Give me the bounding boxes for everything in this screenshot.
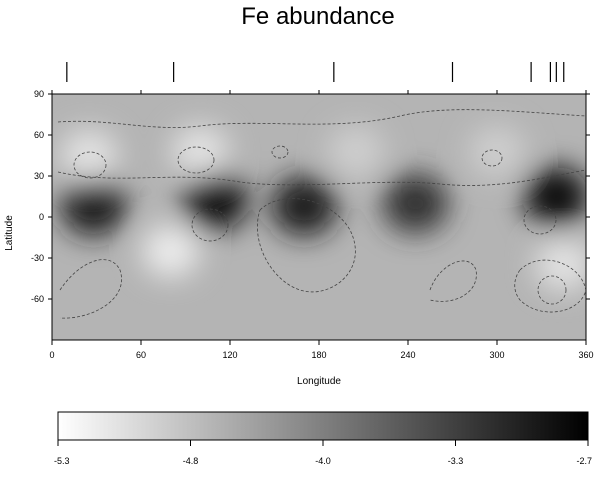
contour-line xyxy=(73,151,107,179)
y-axis-label: Latitude xyxy=(4,215,15,251)
x-tick-label: 120 xyxy=(222,350,237,360)
high-abundance-spot xyxy=(271,176,338,237)
contour-line xyxy=(57,169,586,186)
phase-marks xyxy=(66,62,565,82)
contour-line xyxy=(177,146,215,174)
x-tick-label: 240 xyxy=(400,350,415,360)
y-tick-label: -60 xyxy=(31,294,44,304)
low-abundance-spot xyxy=(60,129,118,182)
x-tick-label: 180 xyxy=(311,350,326,360)
y-tick-label: -30 xyxy=(31,253,44,263)
colorbar-tick-label: -5.3 xyxy=(54,456,70,466)
low-abundance-spot xyxy=(327,125,385,178)
contour-line xyxy=(514,259,586,313)
contour-line xyxy=(257,198,356,293)
colorbar-tick-label: -3.3 xyxy=(448,456,464,466)
x-axis: 0 60 120 180 240 300 360 xyxy=(49,90,594,360)
contour-line xyxy=(59,259,122,319)
y-tick-label: 0 xyxy=(39,212,44,222)
colorbar-tick-label: -2.7 xyxy=(576,456,592,466)
y-tick-label: 30 xyxy=(34,171,44,181)
contour-line xyxy=(537,275,567,305)
colorbar-ticks: -5.3 -4.8 -4.0 -3.3 -2.7 xyxy=(54,440,592,466)
colorbar xyxy=(57,411,589,441)
colorbar-tick-label: -4.0 xyxy=(315,456,331,466)
low-abundance-spot xyxy=(171,125,229,178)
x-tick-label: 0 xyxy=(49,350,54,360)
high-abundance-spot xyxy=(382,173,449,234)
contour-line xyxy=(57,109,586,128)
high-abundance-spot xyxy=(60,176,127,237)
x-tick-label: 300 xyxy=(489,350,504,360)
chart-title: Fe abundance xyxy=(241,3,394,30)
contour-line xyxy=(191,208,229,242)
contour-line xyxy=(271,145,289,159)
y-tick-label: 60 xyxy=(34,130,44,140)
x-tick-label: 360 xyxy=(578,350,593,360)
abundance-map xyxy=(52,94,586,340)
contour-line xyxy=(481,149,503,167)
high-abundance-spot xyxy=(523,166,586,227)
contour-line xyxy=(429,260,477,302)
x-tick-label: 60 xyxy=(136,350,146,360)
low-abundance-spot xyxy=(142,225,200,278)
high-abundance-spot xyxy=(182,170,249,231)
contour-line xyxy=(523,205,557,235)
x-axis-label: Longitude xyxy=(297,376,341,387)
y-axis: 90 60 30 0 -30 -60 xyxy=(31,89,590,304)
colorbar-tick-label: -4.8 xyxy=(183,456,199,466)
low-abundance-spot xyxy=(535,238,586,291)
contour-lines xyxy=(57,109,586,319)
y-tick-label: 90 xyxy=(34,89,44,99)
